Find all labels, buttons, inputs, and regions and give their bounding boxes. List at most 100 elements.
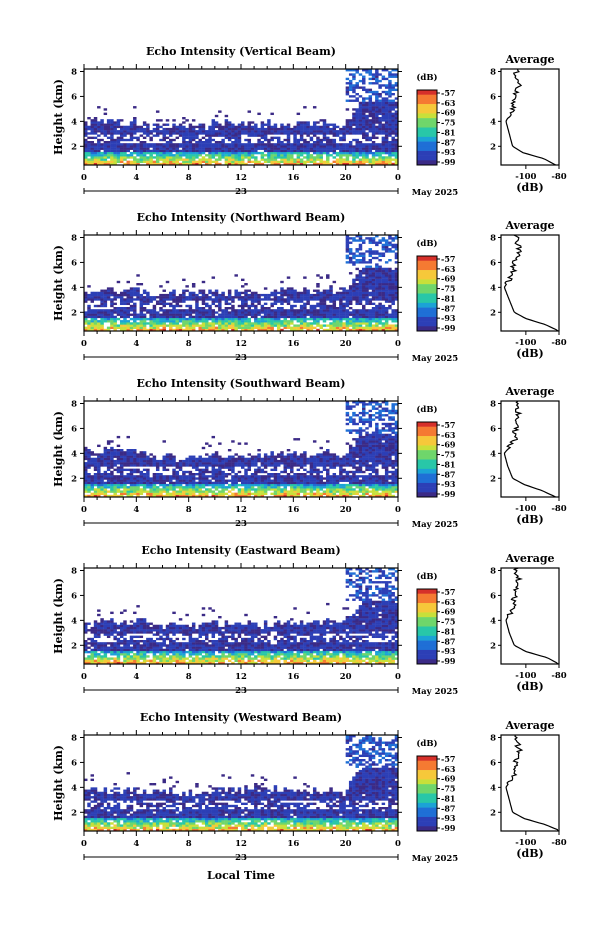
- heatmap-cell: [140, 305, 143, 307]
- heatmap-cell: [117, 475, 120, 477]
- heatmap-cell: [185, 462, 188, 464]
- heatmap-cell: [130, 294, 133, 296]
- heatmap-cell: [303, 488, 306, 490]
- heatmap-cell: [212, 292, 215, 294]
- heatmap-cell: [355, 110, 358, 112]
- heatmap-cell: [329, 292, 332, 294]
- heatmap-cell: [257, 300, 260, 302]
- heatmap-cell: [385, 106, 388, 108]
- heatmap-cell: [267, 462, 270, 464]
- heatmap-cell: [185, 132, 188, 134]
- heatmap-cell: [172, 322, 175, 324]
- heatmap-cell: [97, 462, 100, 464]
- heatmap-cell: [113, 126, 116, 128]
- heatmap-cell: [267, 130, 270, 132]
- heatmap-cell: [136, 283, 139, 285]
- heatmap-cell: [163, 314, 166, 316]
- heatmap-cell: [359, 239, 362, 241]
- heatmap-cell: [238, 462, 241, 464]
- heatmap-cell: [117, 158, 120, 160]
- heatmap-cell: [130, 139, 133, 141]
- heatmap-cell: [378, 305, 381, 307]
- heatmap-cell: [212, 316, 215, 318]
- heatmap-cell: [163, 324, 166, 326]
- heatmap-cell: [159, 154, 162, 156]
- heatmap-cell: [339, 137, 342, 139]
- heatmap-cell: [149, 316, 152, 318]
- heatmap-cell: [228, 456, 231, 458]
- heatmap-cell: [306, 290, 309, 292]
- heatmap-cell: [316, 150, 319, 152]
- heatmap-cell: [284, 300, 287, 302]
- heatmap-cell: [87, 137, 90, 139]
- heatmap-cell: [221, 298, 224, 300]
- heatmap-cell: [346, 91, 349, 93]
- heatmap-cell: [375, 244, 378, 246]
- heatmap-cell: [346, 311, 349, 313]
- heatmap-cell: [385, 296, 388, 298]
- heatmap-cell: [303, 475, 306, 477]
- heatmap-cell: [375, 263, 378, 265]
- heatmap-cell: [313, 130, 316, 132]
- heatmap-cell: [244, 316, 247, 318]
- heatmap-cell: [179, 488, 182, 490]
- heatmap-cell: [316, 145, 319, 147]
- heatmap-cell: [156, 119, 159, 121]
- heatmap-cell: [130, 161, 133, 163]
- heatmap-cell: [107, 161, 110, 163]
- heatmap-cell: [388, 86, 391, 88]
- heatmap-cell: [120, 493, 123, 495]
- heatmap-cell: [306, 161, 309, 163]
- heatmap-cell: [179, 486, 182, 488]
- heatmap-cell: [303, 303, 306, 305]
- heatmap-cell: [378, 309, 381, 311]
- date-label: May 2025: [412, 188, 459, 198]
- heatmap-cell: [342, 305, 345, 307]
- heatmap-cell: [303, 141, 306, 143]
- heatmap-cell: [238, 311, 241, 313]
- heatmap-cell: [241, 126, 244, 128]
- heatmap-cell: [280, 143, 283, 145]
- heatmap-cell: [349, 250, 352, 252]
- heatmap-cell: [156, 158, 159, 160]
- heatmap-cell: [221, 130, 224, 132]
- heatmap-cell: [316, 274, 319, 276]
- heatmap-cell: [362, 296, 365, 298]
- heatmap-cell: [163, 469, 166, 471]
- heatmap-cell: [143, 143, 146, 145]
- heatmap-cell: [179, 327, 182, 329]
- heatmap-cell: [382, 268, 385, 270]
- heatmap-cell: [172, 490, 175, 492]
- heatmap-cell: [284, 158, 287, 160]
- heatmap-cell: [388, 270, 391, 272]
- heatmap-cell: [140, 327, 143, 329]
- heatmap-cell: [87, 314, 90, 316]
- heatmap-cell: [218, 324, 221, 326]
- heatmap-cell: [133, 318, 136, 320]
- heatmap-cell: [293, 150, 296, 152]
- heatmap-cell: [212, 145, 215, 147]
- heatmap-cell: [198, 154, 201, 156]
- heatmap-cell: [159, 320, 162, 322]
- heatmap-cell: [277, 143, 280, 145]
- heatmap-cell: [218, 327, 221, 329]
- heatmap-cell: [274, 464, 277, 466]
- heatmap-cell: [352, 84, 355, 86]
- heatmap-cell: [339, 307, 342, 309]
- heatmap-cell: [391, 272, 394, 274]
- heatmap-cell: [303, 132, 306, 134]
- heatmap-cell: [382, 148, 385, 150]
- heatmap-cell: [306, 480, 309, 482]
- heatmap-cell: [257, 141, 260, 143]
- heatmap-cell: [329, 322, 332, 324]
- heatmap-cell: [97, 458, 100, 460]
- heatmap-cell: [241, 143, 244, 145]
- heatmap-cell: [205, 490, 208, 492]
- heatmap-cell: [267, 327, 270, 329]
- heatmap-cell: [133, 464, 136, 466]
- heatmap-cell: [316, 152, 319, 154]
- heatmap-cell: [382, 119, 385, 121]
- heatmap-cell: [382, 78, 385, 80]
- heatmap-cell: [136, 292, 139, 294]
- heatmap-cell: [290, 466, 293, 468]
